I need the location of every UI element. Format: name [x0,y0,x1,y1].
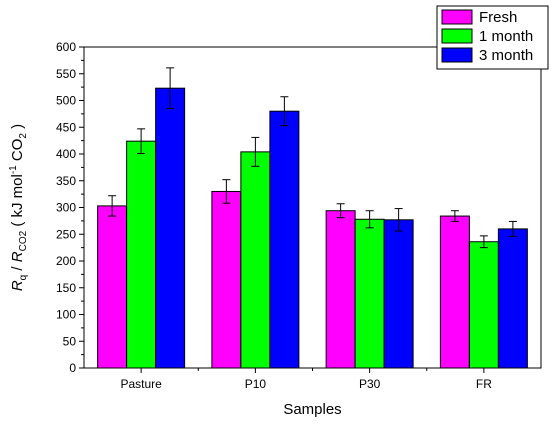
bar [240,151,271,369]
y-tick-label: 0 [69,361,76,375]
y-axis-title-part: CO2 [18,230,29,251]
bar [269,110,300,369]
x-tick-label: P30 [359,377,381,391]
y-axis-title-part: R [9,251,26,262]
y-axis-title-part: 2 [18,133,29,139]
y-tick-label: 600 [56,40,76,54]
y-tick-label: 200 [56,254,76,268]
legend-label: 3 month [479,47,533,64]
y-tick-label: 400 [56,147,76,161]
y-tick-label: 350 [56,174,76,188]
y-axis-title-part: R [9,280,26,291]
y-axis-title-part: CO [9,139,26,166]
y-axis-title-part: ) [9,124,26,133]
bar [126,140,157,369]
legend-swatch [441,28,473,44]
y-axis-title-part: -1 [8,165,19,174]
bar [97,205,128,369]
y-axis-title-part: / [9,262,26,275]
y-axis-title-part: ( kJ mol [9,174,26,231]
bar [354,218,385,369]
legend-swatch [441,47,473,63]
bar [325,210,356,369]
bar [155,87,186,369]
legend-label: Fresh [479,9,517,26]
y-tick-label: 250 [56,227,76,241]
x-tick-label: P10 [245,377,267,391]
y-axis-title: Rq / RCO2 ( kJ mol-1 CO2 ) [8,124,29,291]
legend-swatch [441,9,473,25]
y-tick-label: 150 [56,281,76,295]
y-tick-label: 500 [56,94,76,108]
bar [468,241,499,369]
x-tick-label: FR [476,377,492,391]
y-tick-label: 300 [56,201,76,215]
y-tick-label: 450 [56,120,76,134]
bar [211,190,242,369]
legend: Fresh 1 month 3 month [436,5,549,70]
bar [497,228,528,369]
y-tick-label: 550 [56,67,76,81]
legend-label: 1 month [479,28,533,45]
x-tick-label: Pasture [120,377,162,391]
y-tick-label: 50 [63,334,77,348]
x-axis-title: Samples [283,401,341,418]
bar [439,215,470,369]
y-tick-label: 100 [56,308,76,322]
bar [383,219,414,369]
y-axis-title-part: q [18,275,29,281]
